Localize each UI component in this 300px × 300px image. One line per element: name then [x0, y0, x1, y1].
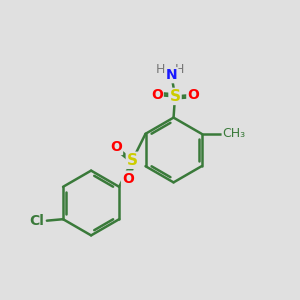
Text: CH₃: CH₃ [222, 127, 245, 140]
Text: Cl: Cl [29, 214, 44, 228]
Text: O: O [151, 88, 163, 102]
Text: O: O [187, 88, 199, 102]
Text: S: S [127, 153, 138, 168]
Text: O: O [110, 140, 122, 154]
Text: H: H [175, 63, 184, 76]
Text: H: H [156, 63, 165, 76]
Text: N: N [166, 68, 177, 82]
Text: S: S [169, 89, 181, 104]
Text: O: O [122, 172, 134, 186]
